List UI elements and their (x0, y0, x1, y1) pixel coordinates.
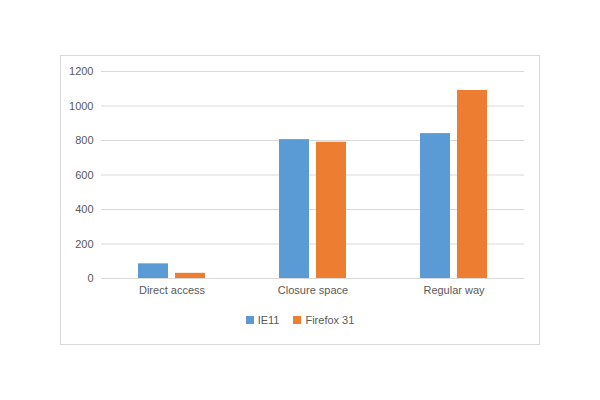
svg-text:0: 0 (87, 272, 93, 284)
html-text:IE11: IE11 (257, 314, 280, 326)
svg-text:1000: 1000 (69, 100, 93, 112)
svg-text:Direct access: Direct access (139, 284, 206, 296)
svg-text:600: 600 (75, 169, 93, 181)
svg-text:200: 200 (75, 238, 93, 250)
svg-text:400: 400 (75, 203, 93, 215)
svg-text:800: 800 (75, 134, 93, 146)
svg-text:Closure space: Closure space (278, 284, 348, 296)
html-text:Firefox 31: Firefox 31 (305, 314, 355, 326)
svg-text:Regular way: Regular way (423, 284, 485, 296)
svg-text:1200: 1200 (69, 65, 93, 77)
